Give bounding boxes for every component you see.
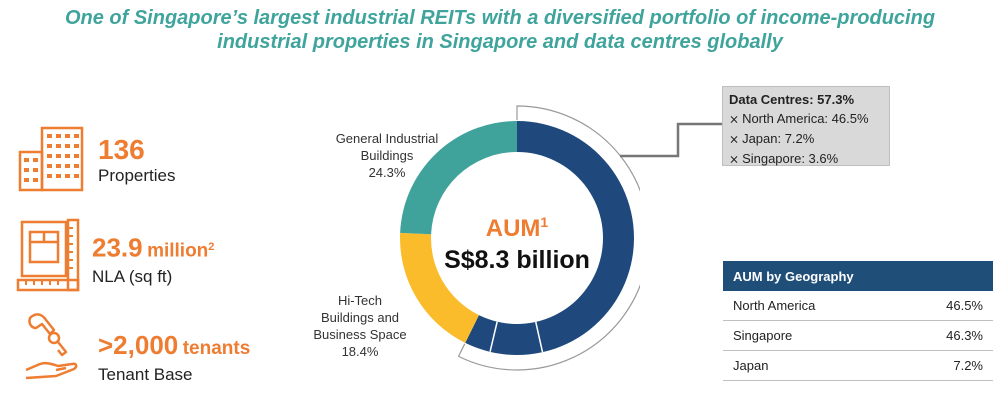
- donut-chart: AUM1 S$8.3 billion: [400, 105, 640, 371]
- headline-line-1: One of Singapore’s largest industrial RE…: [64, 7, 936, 29]
- slice-label-htb-pct: 18.4%: [341, 344, 379, 359]
- table-row: Singapore 46.3%: [723, 320, 993, 351]
- slice-label-htb-line2: Buildings and: [320, 310, 400, 325]
- data-centres-item: Japan: 7.2%: [729, 129, 883, 149]
- stat-nla-value: 23.9: [92, 232, 143, 263]
- slice-label-hi-tech: Hi-Tech Buildings and Business Space 18.…: [300, 292, 420, 360]
- geo-region: North America: [723, 291, 897, 321]
- stat-properties-value: 136: [98, 134, 145, 165]
- geo-pct: 46.3%: [896, 320, 993, 351]
- stat-tenants-headline: >2,000 tenants: [98, 330, 250, 365]
- slice-label-gib-line2: Buildings: [360, 148, 414, 163]
- geo-region: Japan: [723, 350, 897, 381]
- slice-label-general-industrial: General Industrial Buildings 24.3%: [322, 130, 452, 181]
- stat-tenants-unit: tenants: [182, 338, 251, 359]
- data-centres-callout: Data Centres: 57.3% North America: 46.5%…: [722, 86, 890, 166]
- table-row: North America 46.5%: [723, 291, 993, 321]
- geo-pct: 46.5%: [896, 291, 993, 321]
- data-centres-bracket: [457, 105, 640, 371]
- slice-label-gib-pct: 24.3%: [368, 165, 406, 180]
- stat-properties-label: Properties: [98, 166, 176, 185]
- table-row: Japan 7.2%: [723, 350, 993, 381]
- donut-slice-hi-tech-buildings-and-business-space: [400, 232, 479, 343]
- stat-nla-unit: million: [147, 240, 209, 262]
- hand-key-icon: [25, 313, 78, 380]
- data-centre-sub-divider: [489, 321, 498, 353]
- slice-label-htb-line3: Business Space: [313, 327, 407, 342]
- stat-tenants-label: Tenant Base: [98, 365, 193, 384]
- stat-nla-label: NLA (sq ft): [92, 267, 173, 287]
- buildings-icon: [18, 126, 84, 192]
- headline-line-2: industrial properties in Singapore and d…: [217, 31, 783, 53]
- data-centres-item: Singapore: 3.6%: [729, 149, 883, 169]
- headline: One of Singapore’s largest industrial RE…: [0, 6, 1000, 54]
- data-centres-item: North America: 46.5%: [729, 109, 883, 129]
- stat-nla-footnote: 2: [208, 241, 215, 253]
- callout-connector: [620, 122, 722, 158]
- stat-tenants-value: >2,000: [98, 330, 179, 360]
- geo-pct: 7.2%: [896, 350, 993, 381]
- geo-region: Singapore: [723, 320, 897, 351]
- stat-nla-headline: 23.9 million2: [92, 232, 214, 267]
- aum-value: S$8.3 billion: [444, 246, 590, 274]
- data-centre-sub-divider: [535, 321, 544, 353]
- aum-label: AUM1: [486, 214, 549, 242]
- slice-label-gib-line1: General Industrial: [335, 131, 439, 146]
- donut-slice-general-industrial-buildings: [400, 121, 517, 235]
- stat-tenants: >2,000 tenants Tenant Base: [98, 330, 250, 385]
- slice-label-htb-line1: Hi-Tech: [337, 293, 383, 308]
- stat-properties: 136 Properties: [98, 134, 175, 186]
- donut-slice-data-centres: [465, 121, 634, 355]
- ruler-box-icon: [16, 218, 80, 292]
- aum-geography-table: AUM by Geography North America 46.5% Sin…: [723, 261, 993, 381]
- data-centres-title: Data Centres: 57.3%: [729, 92, 854, 107]
- geo-table-header: AUM by Geography: [723, 261, 993, 291]
- stat-nla: 23.9 million2 NLA (sq ft): [92, 232, 214, 287]
